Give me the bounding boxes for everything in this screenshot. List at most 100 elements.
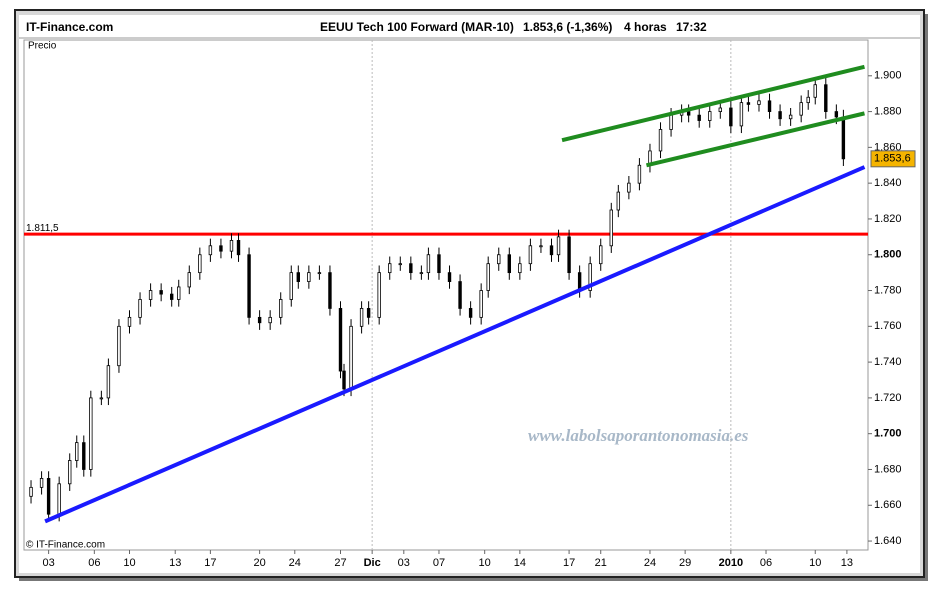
candle-body — [599, 245, 603, 265]
candle-body — [757, 100, 761, 105]
candle-body — [479, 290, 483, 318]
candle-body — [746, 102, 751, 105]
candle-body — [75, 442, 79, 461]
candle-body — [458, 281, 462, 309]
x-tick-label: 17 — [563, 557, 575, 569]
x-tick-label: 20 — [253, 557, 265, 569]
candle-body — [268, 316, 272, 324]
y-tick-label: 1.640 — [874, 535, 902, 547]
x-tick-label: 10 — [123, 557, 135, 569]
candle-body — [236, 240, 241, 256]
candle-body — [718, 107, 722, 112]
candle-body — [739, 102, 744, 127]
candle-body — [89, 397, 93, 470]
candle-body — [342, 370, 346, 390]
candle-body — [68, 460, 72, 485]
x-tick-label: 24 — [289, 557, 301, 569]
y-tick-label: 1.840 — [874, 177, 902, 189]
candle-body — [841, 116, 846, 160]
candle-body — [686, 111, 691, 116]
candle-body — [117, 325, 121, 367]
y-axis-label: Precio — [28, 41, 57, 52]
candle-body — [609, 209, 613, 247]
trend-line — [561, 64, 865, 143]
candle-body — [419, 272, 424, 275]
candle-body — [377, 272, 381, 318]
candle-body — [99, 397, 104, 400]
candle-body — [247, 254, 251, 318]
candle-body — [669, 114, 673, 130]
candle-body — [296, 272, 300, 282]
trend-line — [645, 111, 865, 168]
candle-body — [359, 308, 364, 327]
candle-body — [106, 365, 111, 399]
y-tick-label: 1.680 — [874, 463, 902, 475]
candle-body — [778, 111, 782, 120]
copyright: © IT-Finance.com — [26, 540, 105, 551]
x-tick-label: Dic — [364, 557, 381, 569]
current-price-label: 1.853,6 — [874, 153, 911, 165]
interval: 4 horas — [624, 20, 667, 34]
y-tick-label: 1.700 — [874, 428, 902, 440]
candle-body — [486, 263, 490, 291]
y-tick-label: 1.880 — [874, 105, 902, 117]
candle-body — [788, 114, 793, 120]
x-tick-label: 06 — [88, 557, 100, 569]
candle-body — [799, 102, 803, 116]
current-price-box — [870, 150, 916, 168]
plot-area — [23, 39, 869, 551]
candle-body — [437, 254, 441, 274]
candle-body — [328, 272, 332, 309]
candle-body — [616, 191, 621, 211]
candle-body — [567, 236, 571, 274]
candle-body — [177, 286, 181, 300]
candle-body — [539, 245, 543, 248]
candle-body — [29, 486, 33, 497]
x-tick-label: 24 — [644, 557, 656, 569]
x-tick-label: 17 — [204, 557, 216, 569]
candle-body — [549, 245, 554, 256]
candle-body — [198, 254, 202, 274]
candle-body — [658, 129, 663, 152]
y-tick-label: 1.720 — [874, 392, 902, 404]
candle-body — [767, 100, 772, 112]
candle-body — [708, 111, 712, 121]
x-tick-label: 13 — [169, 557, 181, 569]
candle-body — [39, 478, 44, 488]
x-tick-label: 14 — [514, 557, 526, 569]
candle-body — [556, 236, 561, 256]
candle-body — [528, 245, 533, 265]
candle-body — [289, 272, 293, 300]
candle-body — [187, 272, 191, 288]
x-tick-label: 03 — [42, 557, 54, 569]
candle-body — [349, 325, 353, 390]
candle-body — [208, 245, 213, 256]
candle-body — [148, 290, 153, 300]
y-tick-label: 1.660 — [874, 499, 902, 511]
candle-body — [229, 240, 234, 252]
candle-body — [834, 111, 839, 118]
candle-body — [813, 84, 817, 98]
y-tick-label: 1.820 — [874, 213, 902, 225]
x-tick-label: 06 — [760, 557, 772, 569]
candle-body — [366, 308, 371, 318]
candle-body — [824, 84, 828, 112]
x-tick-label: 07 — [433, 557, 445, 569]
y-tick-label: 1.760 — [874, 320, 902, 332]
y-tick-label: 1.740 — [874, 356, 902, 368]
y-tick-label: 1.860 — [874, 141, 902, 153]
candle-body — [447, 272, 452, 282]
candle-body — [82, 442, 86, 470]
candle-body — [497, 254, 501, 265]
y-tick-label: 1.900 — [874, 70, 902, 82]
title: EEUU Tech 100 Forward (MAR-10) — [320, 20, 514, 34]
x-tick-label: 21 — [595, 557, 607, 569]
y-tick-label: 1.780 — [874, 284, 902, 296]
candle-body — [588, 263, 592, 291]
candle-body — [518, 263, 522, 274]
candle-body — [279, 299, 283, 318]
candle-body — [317, 272, 322, 275]
candle-body — [627, 182, 631, 193]
y-tick-label: 1.800 — [874, 249, 902, 261]
